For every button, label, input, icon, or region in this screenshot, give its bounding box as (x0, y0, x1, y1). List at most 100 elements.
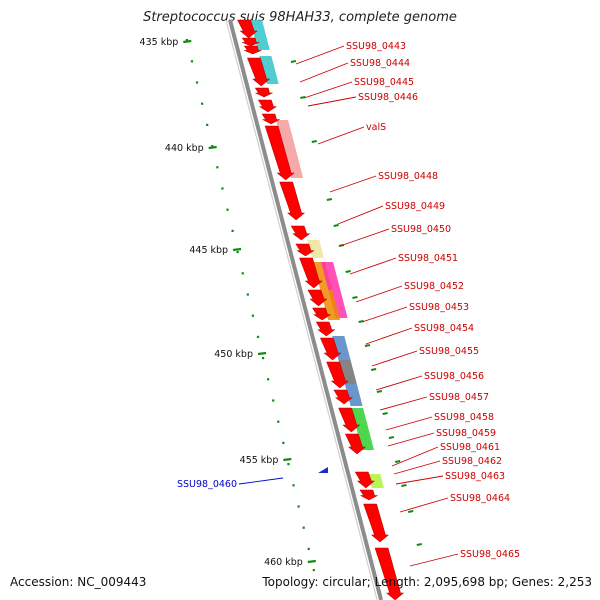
scale-tick-major (307, 559, 316, 564)
scale-tick (261, 357, 265, 360)
scale-tick (241, 272, 244, 275)
scale-tick (267, 378, 270, 381)
scale-tick (256, 335, 260, 338)
axis-line (228, 19, 384, 600)
scale-tick (231, 229, 234, 232)
gene-arrow (279, 181, 306, 221)
cog-boxes (250, 20, 384, 488)
gene-arrow (254, 87, 273, 98)
label-leader (385, 416, 433, 431)
gene-label: SSU98_0443 (346, 41, 406, 52)
gene-tick (388, 436, 395, 439)
scale-tick (312, 569, 315, 572)
gene-label: SSU98_0449 (385, 201, 445, 212)
gene-label: SSU98_0461 (440, 442, 500, 453)
cog-box (259, 56, 279, 84)
scale-label: 450 kbp (214, 349, 253, 360)
cog-box (351, 408, 375, 450)
cog-box (338, 360, 357, 384)
gene-arrow (315, 321, 336, 337)
scale-tick (216, 166, 219, 169)
gene-label: SSU98_0444 (350, 58, 410, 69)
label-leader (391, 446, 439, 467)
scale-label: 460 kbp (264, 557, 303, 568)
cog-box (250, 20, 270, 50)
gene-label: SSU98_0452 (404, 281, 464, 292)
label-leader (337, 205, 384, 225)
scale-tick-major (208, 145, 217, 150)
cog-box (332, 336, 351, 360)
gene-arrow (354, 471, 376, 489)
cog-box (344, 384, 363, 406)
gene-label: SSU98_0460 (177, 479, 237, 490)
gene-tick (394, 460, 401, 463)
gene-tick (370, 368, 377, 371)
scale-label: 445 kbp (189, 245, 228, 256)
gene-arrow (290, 225, 311, 241)
gene-label: SSU98_0458 (434, 412, 494, 423)
label-leader (393, 460, 441, 475)
gene-label: SSU98_0465 (460, 549, 520, 560)
label-leader (355, 285, 403, 303)
gene-arrow (264, 125, 295, 181)
gene-label: valS (366, 122, 386, 133)
scale-tick-major (283, 457, 292, 462)
gene-arrow (257, 99, 278, 113)
scale-tick (236, 251, 239, 254)
scale-tick-major (183, 39, 192, 44)
gene-arrow (237, 19, 258, 39)
label-leader (399, 497, 449, 513)
gene-label: SSU98_0453 (409, 302, 469, 313)
gene-tick (407, 510, 414, 513)
gene-arrow (312, 307, 332, 321)
map-title: Streptococcus suis 98HAH33, complete gen… (143, 10, 457, 25)
gene-tick (382, 412, 388, 415)
gene-arrow (247, 57, 271, 87)
scale-label: 440 kbp (165, 143, 204, 154)
scale-tick (201, 102, 204, 105)
label-leader (299, 62, 349, 83)
scale-tick (287, 463, 290, 466)
scale-tick (282, 441, 285, 444)
label-leader (349, 257, 397, 275)
label-leader (238, 477, 284, 485)
scale-label: 435 kbp (140, 37, 179, 48)
gene-tick (416, 543, 422, 546)
cog-box (368, 474, 384, 488)
label-leader (317, 126, 365, 145)
label-leader (339, 228, 390, 247)
gene-arrow (243, 45, 262, 55)
scale-tick (195, 81, 199, 84)
gene-label: SSU98_0463 (445, 471, 505, 482)
scale-tick (292, 484, 295, 487)
gene-arrow (344, 433, 367, 455)
gene-arrow (333, 389, 354, 405)
gene-tick (358, 320, 364, 323)
gene-tick (311, 140, 317, 143)
gene-label: SSU98_0459 (436, 428, 496, 439)
scale-tick (190, 60, 194, 63)
scale-tick (251, 314, 254, 317)
gene-label: SSU98_0446 (358, 92, 418, 103)
scale-tick-major (232, 247, 242, 252)
gene-arrow (359, 489, 378, 501)
scale-tick (272, 399, 275, 402)
label-leader (371, 350, 418, 367)
scale-tick (211, 145, 214, 148)
scale-tick (302, 526, 305, 529)
label-leader (303, 81, 353, 99)
scale-tick (277, 420, 280, 423)
cog-box (276, 120, 304, 178)
gene-tick (364, 344, 371, 347)
gene-arrow (261, 113, 280, 125)
gene-arrow (338, 407, 361, 433)
gene-arrow (299, 257, 324, 289)
label-leader (375, 375, 423, 391)
gene-arrow-reverse (318, 467, 328, 473)
label-leader (365, 327, 413, 345)
gene-label: SSU98_0451 (398, 253, 458, 264)
gene-tick (326, 198, 333, 201)
axis-shadow-line (225, 19, 378, 600)
gene-label: SSU98_0450 (391, 224, 451, 235)
